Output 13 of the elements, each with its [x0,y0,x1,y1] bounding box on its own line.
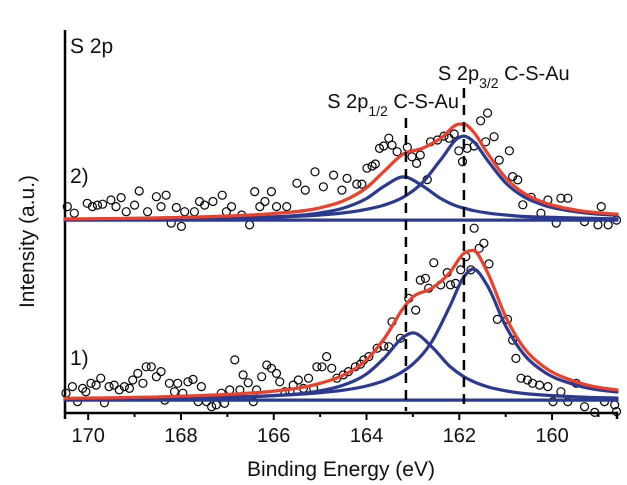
x-tick-label: 162 [442,425,476,447]
x-tick-label: 170 [72,425,105,447]
annotation: 1) [70,347,89,370]
ref-line-label: S 2p$_{3/2}$ C-S-Au [438,63,570,91]
text: S 2p [70,35,114,58]
x-tick-label: 160 [535,425,569,447]
x-tick-label: 164 [350,425,384,447]
y-axis-title: Intensity (a.u.) [16,174,39,308]
x-tick-label: 168 [164,425,198,447]
annotation: 2) [70,165,89,188]
x-tick-label: 166 [257,425,290,447]
ref-line-label: S 2p$_{1/2}$ C-S-Au [327,91,459,119]
x-axis-title: Binding Energy (eV) [247,458,435,481]
